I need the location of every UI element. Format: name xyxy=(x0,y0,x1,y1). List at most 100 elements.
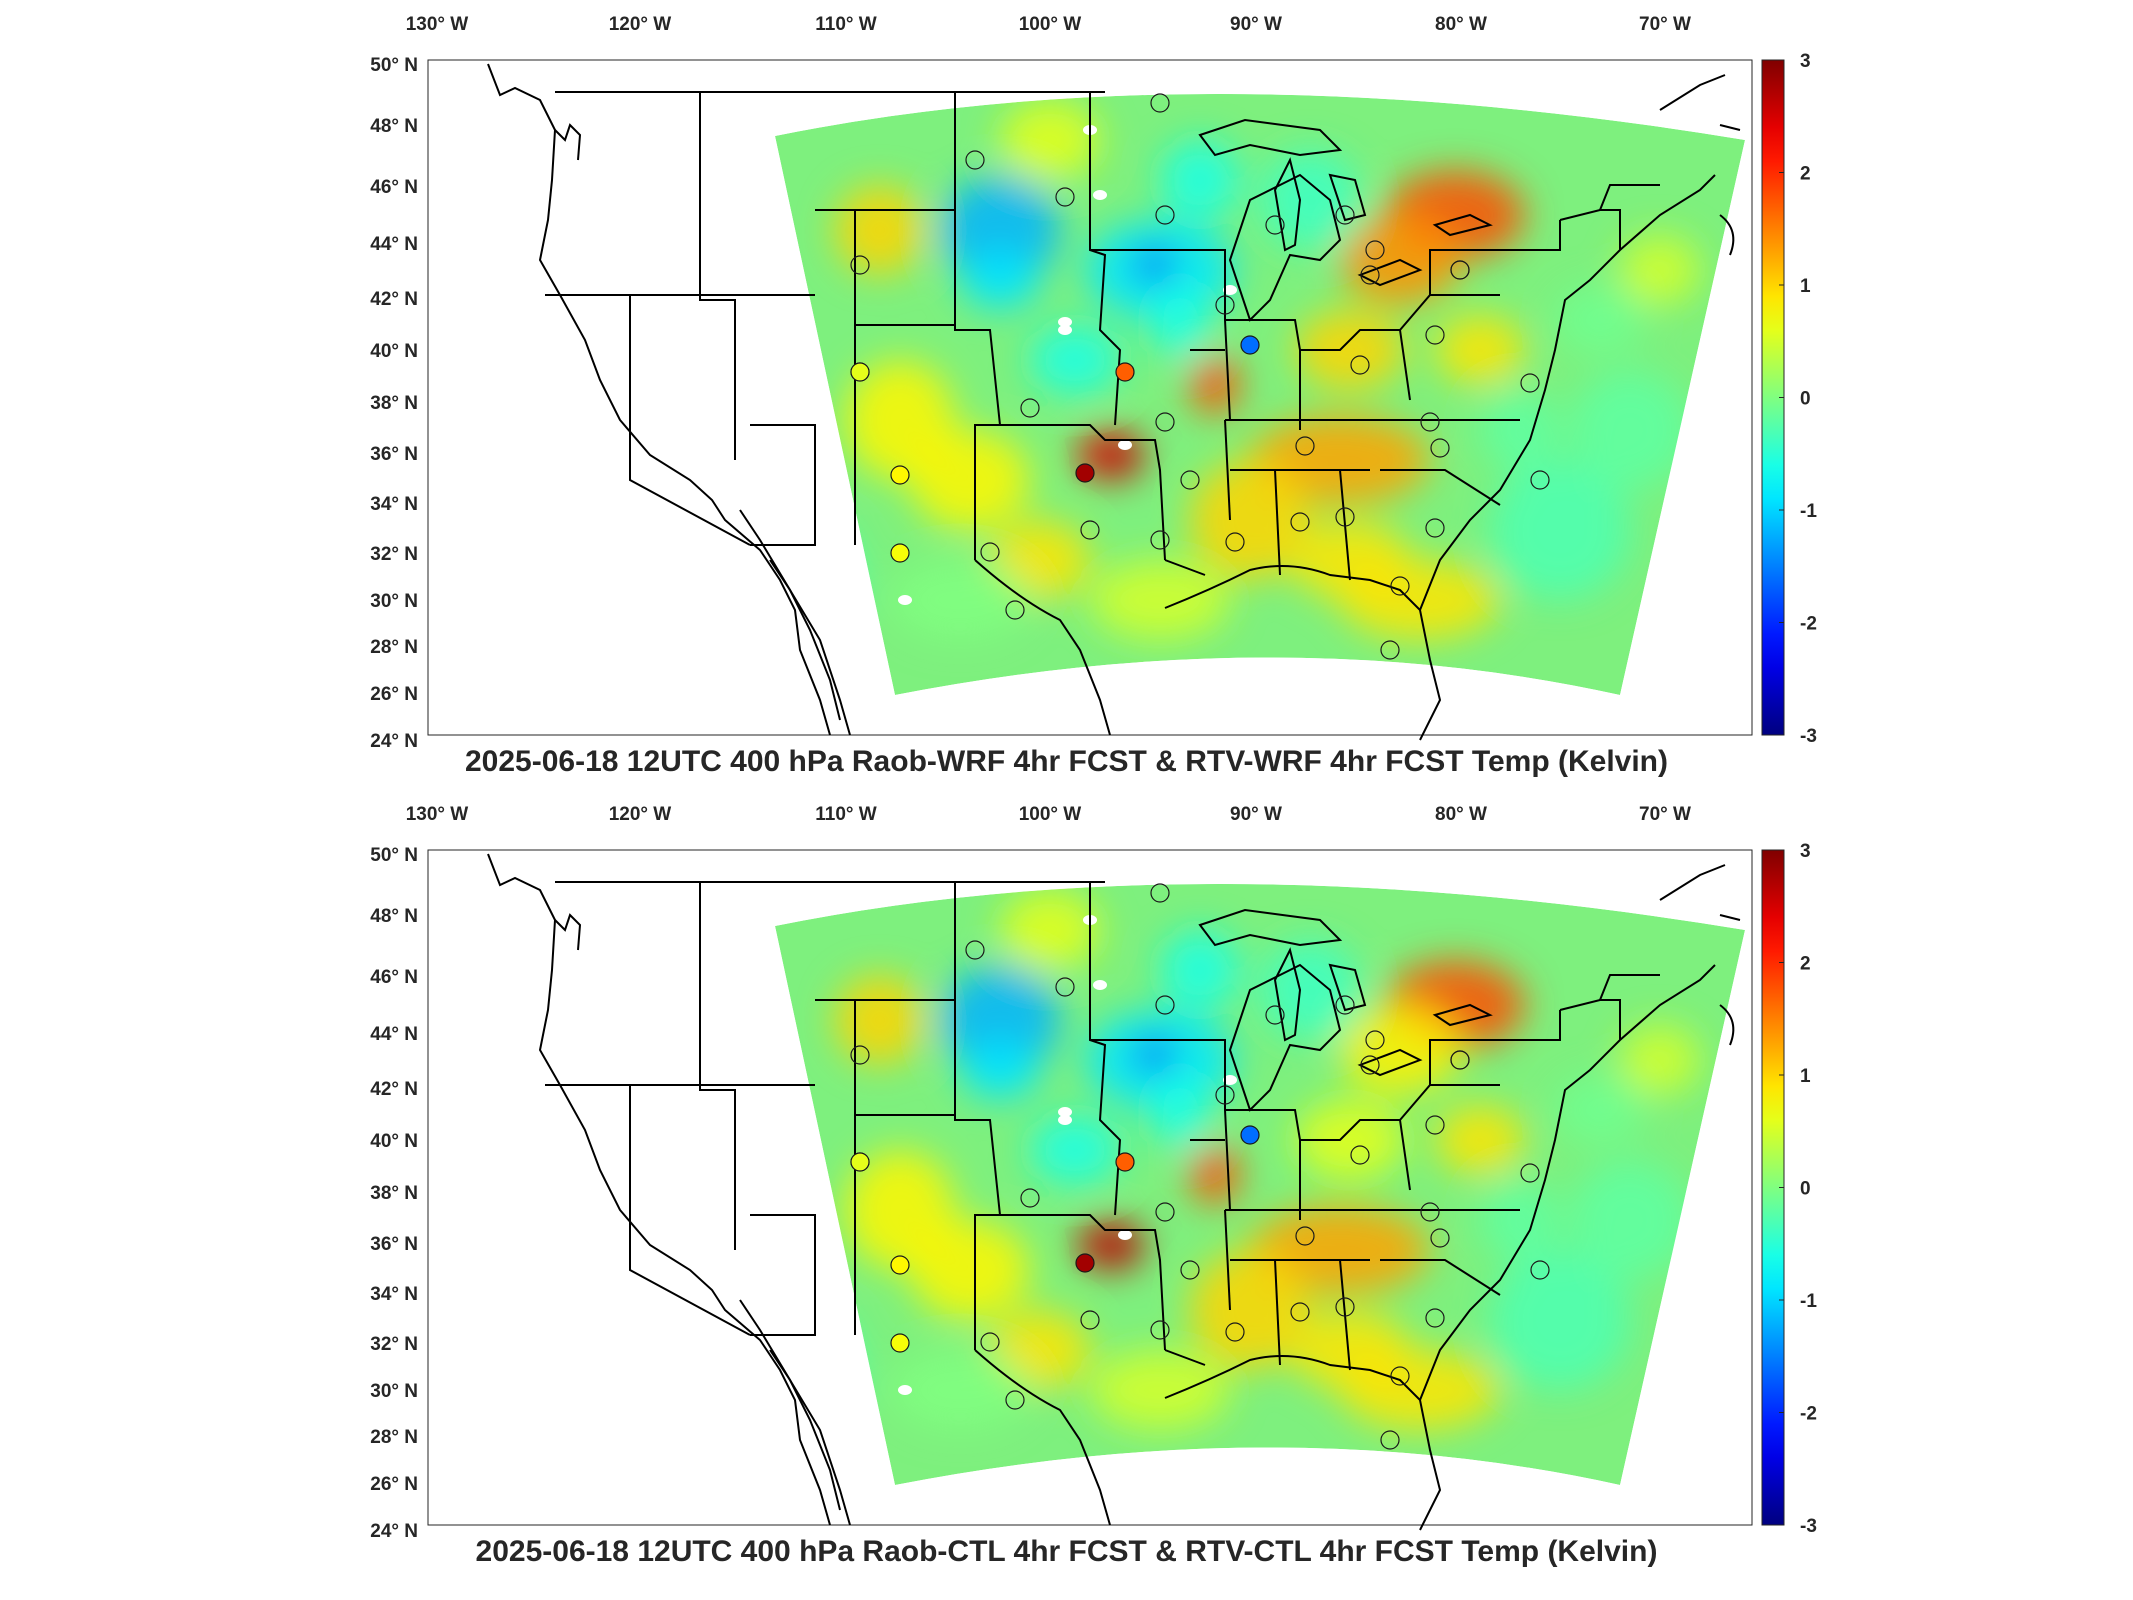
raob-marker xyxy=(965,940,985,960)
raob-marker xyxy=(1020,1188,1040,1208)
field-patch xyxy=(1570,1160,1690,1280)
raob-marker xyxy=(1360,265,1380,285)
raob-marker xyxy=(1155,995,1175,1015)
raob-marker xyxy=(1365,240,1385,260)
lake-outline xyxy=(1328,173,1367,222)
lon-label: 90° W xyxy=(1230,804,1282,825)
missing-data-gap xyxy=(1093,980,1107,990)
lat-label: 34° N xyxy=(370,1284,418,1305)
coastline xyxy=(739,509,841,721)
raob-marker xyxy=(1150,883,1170,903)
raob-marker xyxy=(1020,398,1040,418)
raob-marker xyxy=(980,542,1000,562)
lat-label: 30° N xyxy=(370,591,418,612)
lon-label: 80° W xyxy=(1435,804,1487,825)
colorbar-tick-label: 3 xyxy=(1800,841,1811,862)
raob-marker xyxy=(890,465,910,485)
raob-marker xyxy=(965,150,985,170)
raob-marker xyxy=(1420,412,1440,432)
raob-marker xyxy=(1365,1030,1385,1050)
field-patch xyxy=(1190,460,1310,580)
raob-marker xyxy=(1290,1302,1310,1322)
coastline xyxy=(487,853,831,1526)
coastline xyxy=(554,123,582,161)
colorbar-tick-label: 0 xyxy=(1800,389,1811,410)
state-border xyxy=(750,1214,816,1336)
coastline xyxy=(1719,124,1741,131)
raob-marker xyxy=(1335,1297,1355,1317)
missing-data-gap xyxy=(898,595,912,605)
raob-marker xyxy=(1005,1390,1025,1410)
lon-label: 70° W xyxy=(1639,804,1691,825)
lake-outline xyxy=(1432,1003,1493,1027)
great-lakes xyxy=(1198,908,1493,1112)
state-border xyxy=(750,424,816,546)
field-patch xyxy=(1490,1250,1630,1390)
lat-label: 32° N xyxy=(370,544,418,565)
state-border xyxy=(1090,1039,1231,1211)
temperature-field xyxy=(775,93,1745,695)
panel-title-bottom: 2025-06-18 12UTC 400 hPa Raob-CTL 4hr FC… xyxy=(475,1535,1658,1568)
panel-title-top: 2025-06-18 12UTC 400 hPa Raob-WRF 4hr FC… xyxy=(465,745,1668,778)
missing-data-gap xyxy=(1223,285,1237,295)
raob-marker xyxy=(1530,1260,1550,1280)
raob-marker xyxy=(890,1333,910,1353)
missing-data-gap xyxy=(1093,190,1107,200)
field-patch xyxy=(845,360,955,480)
field-patch xyxy=(835,975,925,1065)
coastlines xyxy=(487,63,1741,741)
coastline xyxy=(1719,1004,1735,1046)
field-patch xyxy=(1435,1105,1525,1175)
lat-label: 24° N xyxy=(370,731,418,752)
field-patch xyxy=(1030,1115,1120,1185)
missing-data-gap xyxy=(1118,1230,1132,1240)
field-patch xyxy=(1260,150,1360,250)
lon-label: 120° W xyxy=(609,804,672,825)
field-patch xyxy=(890,1350,1030,1430)
raob-marker xyxy=(1180,470,1200,490)
field-patch xyxy=(940,965,1060,1075)
colorbar-tick-label: 2 xyxy=(1800,954,1811,975)
state-border xyxy=(1300,1119,1411,1191)
raob-marker xyxy=(1215,295,1235,315)
raob-marker xyxy=(1240,1125,1260,1145)
field-patch xyxy=(1260,940,1360,1040)
lake-outline xyxy=(1228,963,1342,1112)
lat-label: 28° N xyxy=(370,1427,418,1448)
lat-label: 46° N xyxy=(370,967,418,988)
colorbar-tick-label: 0 xyxy=(1800,1179,1811,1200)
raob-marker xyxy=(1450,1050,1470,1070)
lake-outline xyxy=(1273,157,1302,252)
raob-marker xyxy=(1360,1055,1380,1075)
coastline xyxy=(974,1349,1111,1526)
state-border xyxy=(1429,1010,1561,1085)
missing-data-gap xyxy=(1058,325,1072,335)
state-border xyxy=(699,92,736,460)
coastline xyxy=(769,559,851,736)
lon-label: 120° W xyxy=(609,14,672,35)
lat-label: 36° N xyxy=(370,444,418,465)
state-border xyxy=(1224,419,1231,521)
lake-outline xyxy=(1357,1048,1423,1077)
field-patch xyxy=(1435,315,1525,385)
field-patch xyxy=(1160,930,1240,1010)
field-patch xyxy=(1090,1350,1230,1430)
state-border xyxy=(1300,329,1411,401)
state-border xyxy=(1224,1209,1231,1311)
lat-label: 42° N xyxy=(370,289,418,310)
lat-label: 38° N xyxy=(370,1183,418,1204)
field-patch xyxy=(960,1040,1040,1100)
missing-data-gap xyxy=(1058,317,1072,327)
state-border xyxy=(1225,1109,1301,1220)
missing-data-gap xyxy=(1223,1075,1237,1085)
missing-data-gap xyxy=(898,1385,912,1395)
state-border xyxy=(699,882,736,1250)
colorbar-tick-label: 1 xyxy=(1800,276,1811,297)
missing-data-gap xyxy=(1118,440,1132,450)
raob-marker xyxy=(1075,1253,1095,1273)
raob-marker xyxy=(850,255,870,275)
raob-marker xyxy=(980,1332,1000,1352)
state-border xyxy=(1559,999,1621,1040)
map-svg-bottom: 130° W 120° W 110° W 100° W 90° W 80° W 70° W 5… xyxy=(370,804,1817,1542)
coastline xyxy=(1164,565,1442,741)
